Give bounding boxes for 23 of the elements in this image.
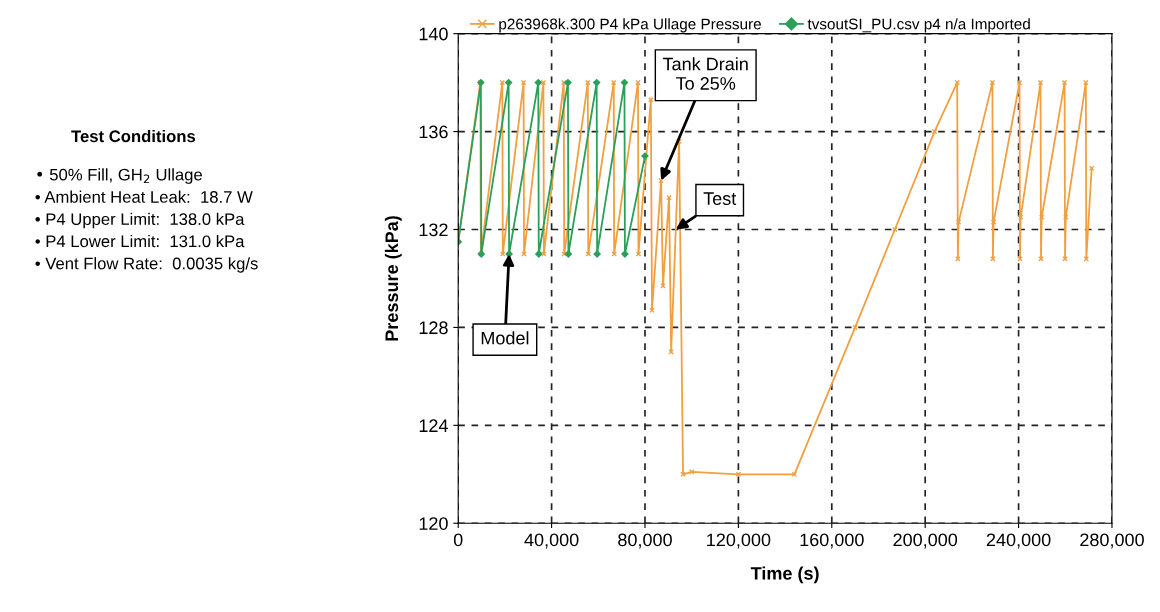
legend-label: tvsoutSI_PU.csv p4 n/a Imported [807, 18, 1030, 33]
y-tick-label: 124 [419, 419, 448, 432]
x-tick-label: 80,000 [618, 533, 672, 549]
y-tick-label: 120 [419, 517, 448, 530]
annotation: Test [703, 192, 737, 205]
annotation: Tank Drain To 25% [662, 57, 748, 90]
x-tick-label: 0 [453, 533, 463, 547]
x-tick-label: 280,000 [1080, 533, 1144, 549]
text: • 50% Fill, GH$_{2}$ Ullage • Ambient Heat Leak: 18.7 W • P4 Upper Limit: 138.0 kPa • P4 Lower Limit: 131.0 kPa • Vent Flow Rate: 0.0035 kg/s [35, 168, 258, 273]
text: Test Conditions [71, 129, 196, 143]
y-tick-label: 128 [419, 321, 448, 335]
x-tick-label: 160,000 [800, 533, 864, 549]
x-tick-label: 200,000 [893, 533, 958, 549]
x-tick-label: 40,000 [524, 533, 579, 549]
y-axis-title: Pressure (kPa) [384, 216, 402, 341]
legend-label: p263968k.300 P4 kPa Ullage Pressure [499, 18, 761, 33]
x-tick-label: 120,000 [707, 533, 771, 549]
y-tick-label: 136 [419, 125, 448, 139]
y-tick-label: 132 [419, 223, 448, 237]
annotation: Model [481, 331, 529, 345]
y-tick-label: 140 [419, 27, 448, 41]
x-tick-label: 240,000 [986, 533, 1051, 549]
x-axis-title: Time (s) [750, 566, 819, 584]
